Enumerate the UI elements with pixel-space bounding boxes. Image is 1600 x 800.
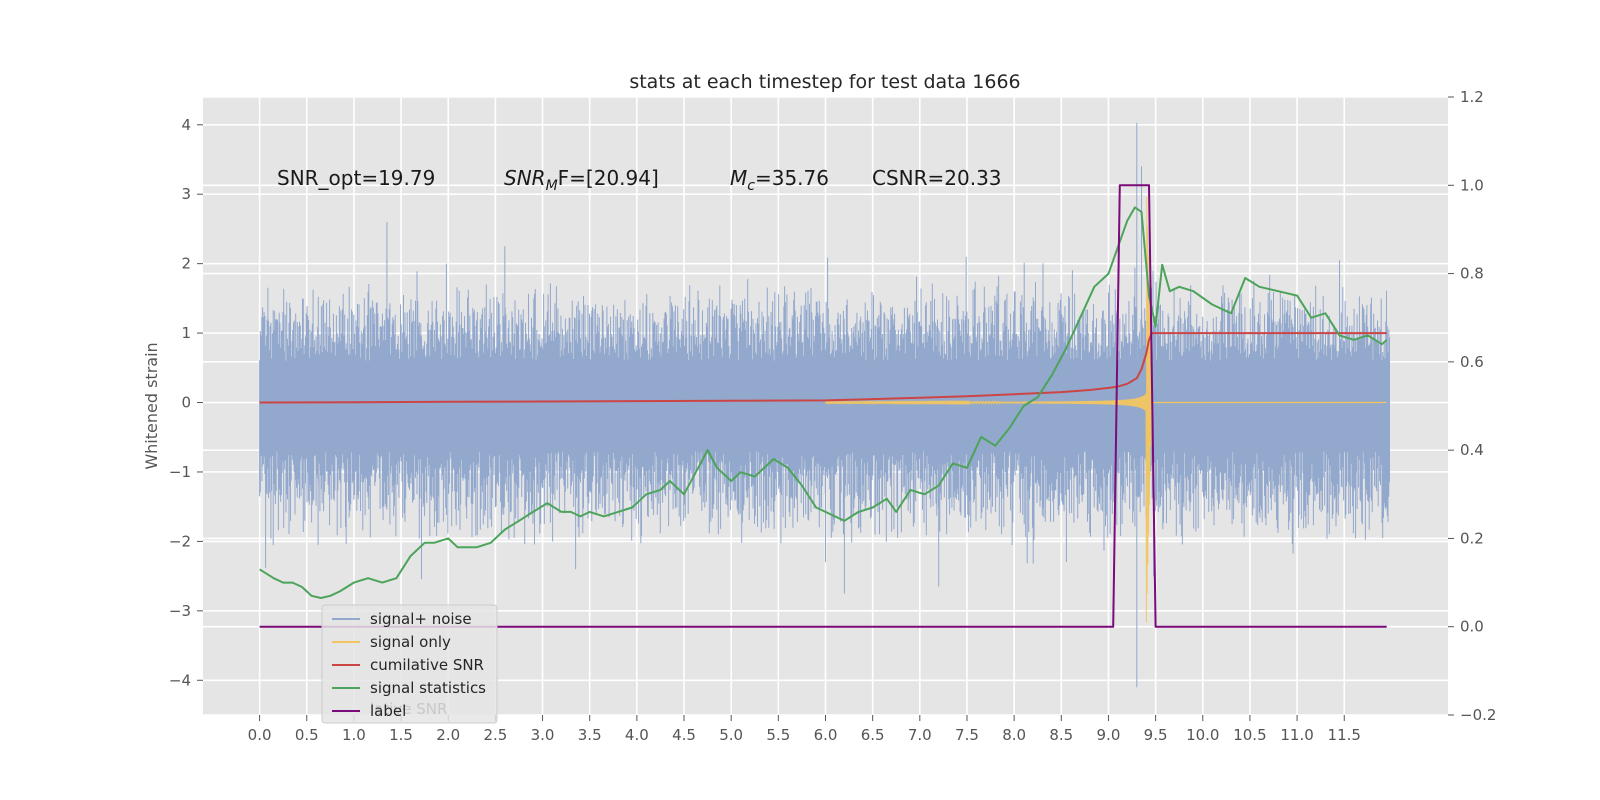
y2-tick-label: 0.0 bbox=[1460, 618, 1484, 636]
legend-label: cumilative SNR bbox=[370, 656, 484, 674]
legend-ghost-text: lative SNR bbox=[370, 700, 447, 718]
axes: 0.0 0.5 1.0 1.5 2.0 2.5 3.0 3.5 4.0 4.5 5.0 5.5 6.0 6… bbox=[169, 88, 1497, 744]
y2-tick-label: 0.6 bbox=[1460, 353, 1484, 371]
x-tick-label: 7.0 bbox=[908, 726, 932, 744]
x-tick-label: 1.5 bbox=[389, 726, 413, 744]
x-tick-label: 0.5 bbox=[295, 726, 319, 744]
annotation-snr-mf: SNRMF=[20.94] bbox=[504, 166, 659, 194]
x-tick-label: 10.5 bbox=[1233, 726, 1266, 744]
x-tick-label: 11.0 bbox=[1280, 726, 1313, 744]
legend-label: label bbox=[370, 702, 406, 720]
x-tick-label: 8.0 bbox=[1002, 726, 1026, 744]
annotation-snr-mf-base: SNR bbox=[504, 166, 546, 190]
x-tick-label: 0.0 bbox=[248, 726, 272, 744]
annotation-snr-mf-f: F=[20.94] bbox=[558, 166, 659, 190]
x-tick-label: 11.5 bbox=[1328, 726, 1361, 744]
y-tick-label: 3 bbox=[181, 185, 191, 203]
y-tick-label: −2 bbox=[169, 532, 191, 550]
chart-title: stats at each timestep for test data 166… bbox=[629, 71, 1020, 93]
signal-noise-series bbox=[259, 122, 1390, 688]
annotation-mc-tail: =35.76 bbox=[755, 166, 829, 190]
annotation-mc-base: M bbox=[730, 166, 747, 190]
x-tick-label: 1.0 bbox=[342, 726, 366, 744]
x-tick-label: 2.0 bbox=[436, 726, 460, 744]
x-tick-label: 6.0 bbox=[814, 726, 838, 744]
y-tick-label: −3 bbox=[169, 602, 191, 620]
y2-tick-label: 1.2 bbox=[1460, 88, 1484, 106]
y-tick-label: 1 bbox=[181, 324, 191, 342]
y2-tick-label: 0.8 bbox=[1460, 265, 1484, 283]
y-axis-label: Whitened strain bbox=[142, 342, 161, 469]
y-tick-label: 0 bbox=[181, 394, 191, 412]
signal-noise-line bbox=[259, 122, 1390, 688]
legend: lative SNR signal+ noise signal only cumila… bbox=[321, 604, 498, 724]
y2-tick-label: 0.4 bbox=[1460, 441, 1484, 459]
x-tick-label: 10.0 bbox=[1186, 726, 1219, 744]
x-tick-label: 7.5 bbox=[955, 726, 979, 744]
x-tick-label: 5.5 bbox=[766, 726, 790, 744]
annotation-mc-sub: c bbox=[747, 178, 755, 194]
y2-tick-label: −0.2 bbox=[1460, 706, 1496, 724]
annotation-mc: Mc=35.76 bbox=[730, 166, 829, 194]
annotation-csnr: CSNR=20.33 bbox=[872, 166, 1002, 190]
annotation-snr-opt: SNR_opt=19.79 bbox=[277, 166, 435, 190]
x-tick-label: 3.0 bbox=[531, 726, 555, 744]
x-tick-label: 6.5 bbox=[861, 726, 885, 744]
x-tick-label: 5.0 bbox=[719, 726, 743, 744]
x-tick-label: 4.0 bbox=[625, 726, 649, 744]
y-tick-label: 2 bbox=[181, 255, 191, 273]
annotation-snr-mf-tail: F=[20.94] bbox=[558, 166, 659, 190]
y2-tick-label: 0.2 bbox=[1460, 529, 1484, 547]
signal-statistics-line bbox=[259, 206, 1388, 599]
label-line bbox=[259, 184, 1387, 628]
signal-only-line bbox=[825, 196, 1153, 623]
x-tick-label: 4.5 bbox=[672, 726, 696, 744]
signal-only-series bbox=[825, 196, 1387, 623]
annotation-snr-mf-sub: M bbox=[546, 178, 558, 194]
legend-label: signal+ noise bbox=[370, 610, 472, 628]
x-tick-label: 9.0 bbox=[1097, 726, 1121, 744]
line-series bbox=[259, 184, 1388, 628]
legend-label: signal statistics bbox=[370, 679, 486, 697]
y2-tick-label: 1.0 bbox=[1460, 176, 1484, 194]
y-tick-label: 4 bbox=[181, 116, 191, 134]
legend-label: signal only bbox=[370, 633, 451, 651]
y-tick-label: −4 bbox=[169, 671, 191, 689]
x-tick-label: 9.5 bbox=[1144, 726, 1168, 744]
x-tick-label: 8.5 bbox=[1049, 726, 1073, 744]
x-tick-label: 3.5 bbox=[578, 726, 602, 744]
x-tick-label: 2.5 bbox=[483, 726, 507, 744]
y-tick-label: −1 bbox=[169, 463, 191, 481]
legend-box bbox=[321, 604, 498, 724]
